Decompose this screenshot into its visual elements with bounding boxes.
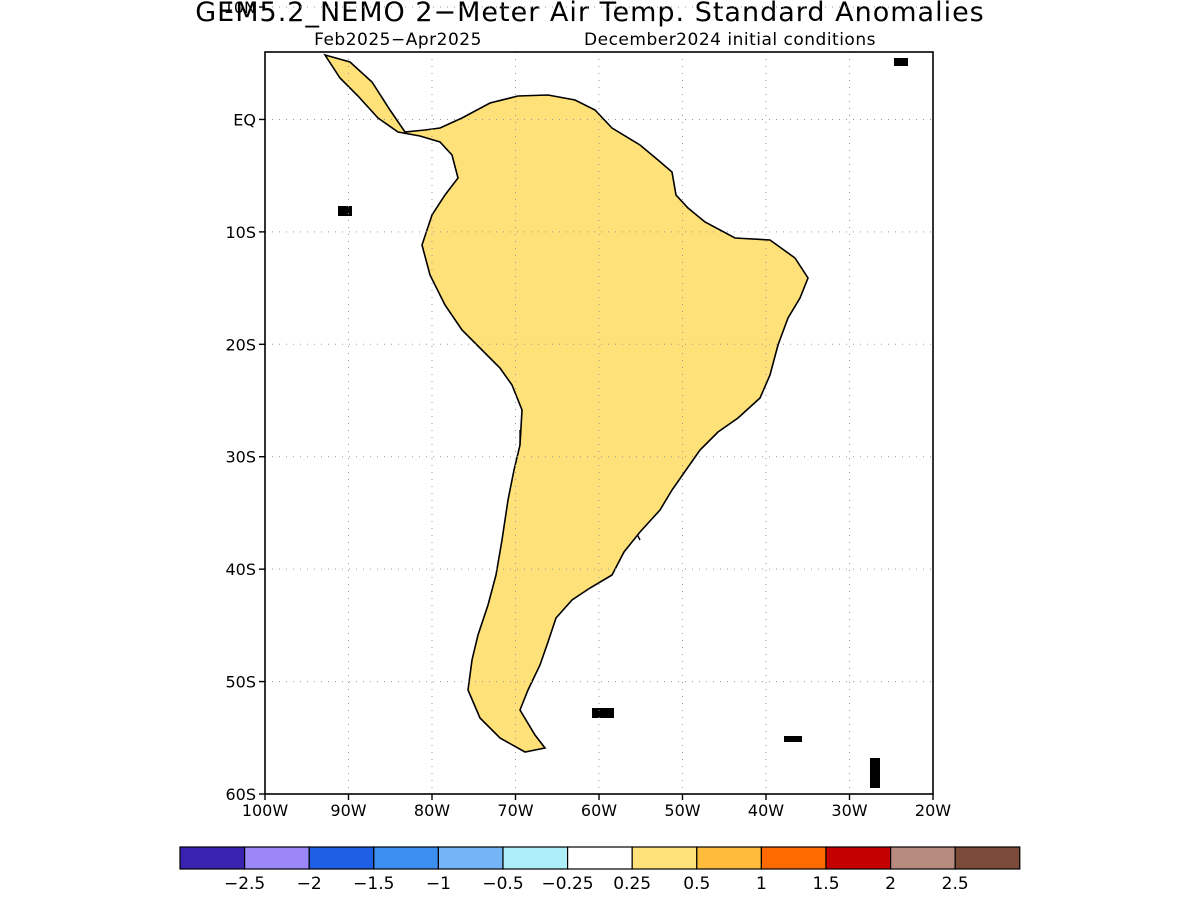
legend-label: 2 xyxy=(885,874,896,894)
map-area xyxy=(324,54,908,788)
lon-tick-label: 100W xyxy=(242,801,289,820)
legend-swatch xyxy=(437,846,504,870)
forecast-period: Feb2025−Apr2025 xyxy=(314,30,482,50)
lon-tick-label: 80W xyxy=(414,801,450,820)
legend-label: −1.5 xyxy=(353,874,394,894)
legend-label: 0.25 xyxy=(613,874,651,894)
initial-conditions: December2024 initial conditions xyxy=(584,30,876,50)
legend-label: −0.25 xyxy=(542,874,594,894)
map-grid xyxy=(265,6,933,794)
lon-tick-label: 70W xyxy=(497,801,533,820)
legend-swatch xyxy=(308,846,375,870)
legend-swatch xyxy=(631,846,698,870)
color-legend: −2.5 −2 −1.5 −1 −0.5 −0.25 0.25 0.5 1 1.5 2 2.5 xyxy=(179,846,1021,894)
legend-label: 2.5 xyxy=(942,874,969,894)
lon-tick-label: 40W xyxy=(748,801,784,820)
lon-tick-label: 30W xyxy=(831,801,867,820)
lon-tick-label: 60W xyxy=(581,801,617,820)
lat-tick-label: 10S xyxy=(225,223,256,242)
legend-swatch xyxy=(244,846,310,870)
legend-label: 1 xyxy=(756,874,767,894)
lat-tick-label: 30S xyxy=(225,448,256,467)
legend-swatch xyxy=(954,846,1021,870)
legend-label: −2.5 xyxy=(224,874,265,894)
legend-swatch xyxy=(760,846,827,870)
lon-tick-label: 90W xyxy=(330,801,366,820)
legend-label: 0.5 xyxy=(683,874,710,894)
lon-tick-label: 50W xyxy=(664,801,700,820)
islands xyxy=(338,58,908,788)
legend-swatch xyxy=(373,846,439,870)
legend-swatch xyxy=(889,846,956,870)
legend-swatch xyxy=(566,846,633,870)
legend-label: −0.5 xyxy=(482,874,523,894)
lat-tick-label: EQ xyxy=(233,110,256,129)
figure-title: GEM5.2_NEMO 2−Meter Air Temp. Standard A… xyxy=(195,0,985,28)
lat-tick-label: 20S xyxy=(225,335,256,354)
lat-tick-label: 50S xyxy=(225,673,256,692)
legend-swatch xyxy=(696,846,762,870)
legend-label: 1.5 xyxy=(812,874,839,894)
lat-tick-label: 60S xyxy=(225,785,256,804)
legend-label: −2 xyxy=(297,874,322,894)
legend-label: −1 xyxy=(426,874,451,894)
lat-tick-label: 40S xyxy=(225,560,256,579)
legend-swatch xyxy=(179,846,246,870)
legend-swatch xyxy=(825,846,892,870)
lat-tick-label: 10N xyxy=(224,0,256,17)
legend-swatch xyxy=(502,846,569,870)
lon-tick-label: 20W xyxy=(915,801,951,820)
